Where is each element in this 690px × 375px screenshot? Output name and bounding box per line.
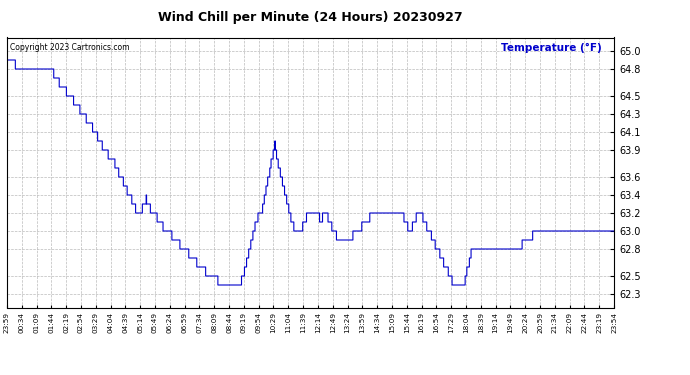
Text: Copyright 2023 Cartronics.com: Copyright 2023 Cartronics.com	[10, 43, 130, 52]
Text: Temperature (°F): Temperature (°F)	[501, 43, 602, 53]
Text: Wind Chill per Minute (24 Hours) 20230927: Wind Chill per Minute (24 Hours) 2023092…	[158, 11, 463, 24]
